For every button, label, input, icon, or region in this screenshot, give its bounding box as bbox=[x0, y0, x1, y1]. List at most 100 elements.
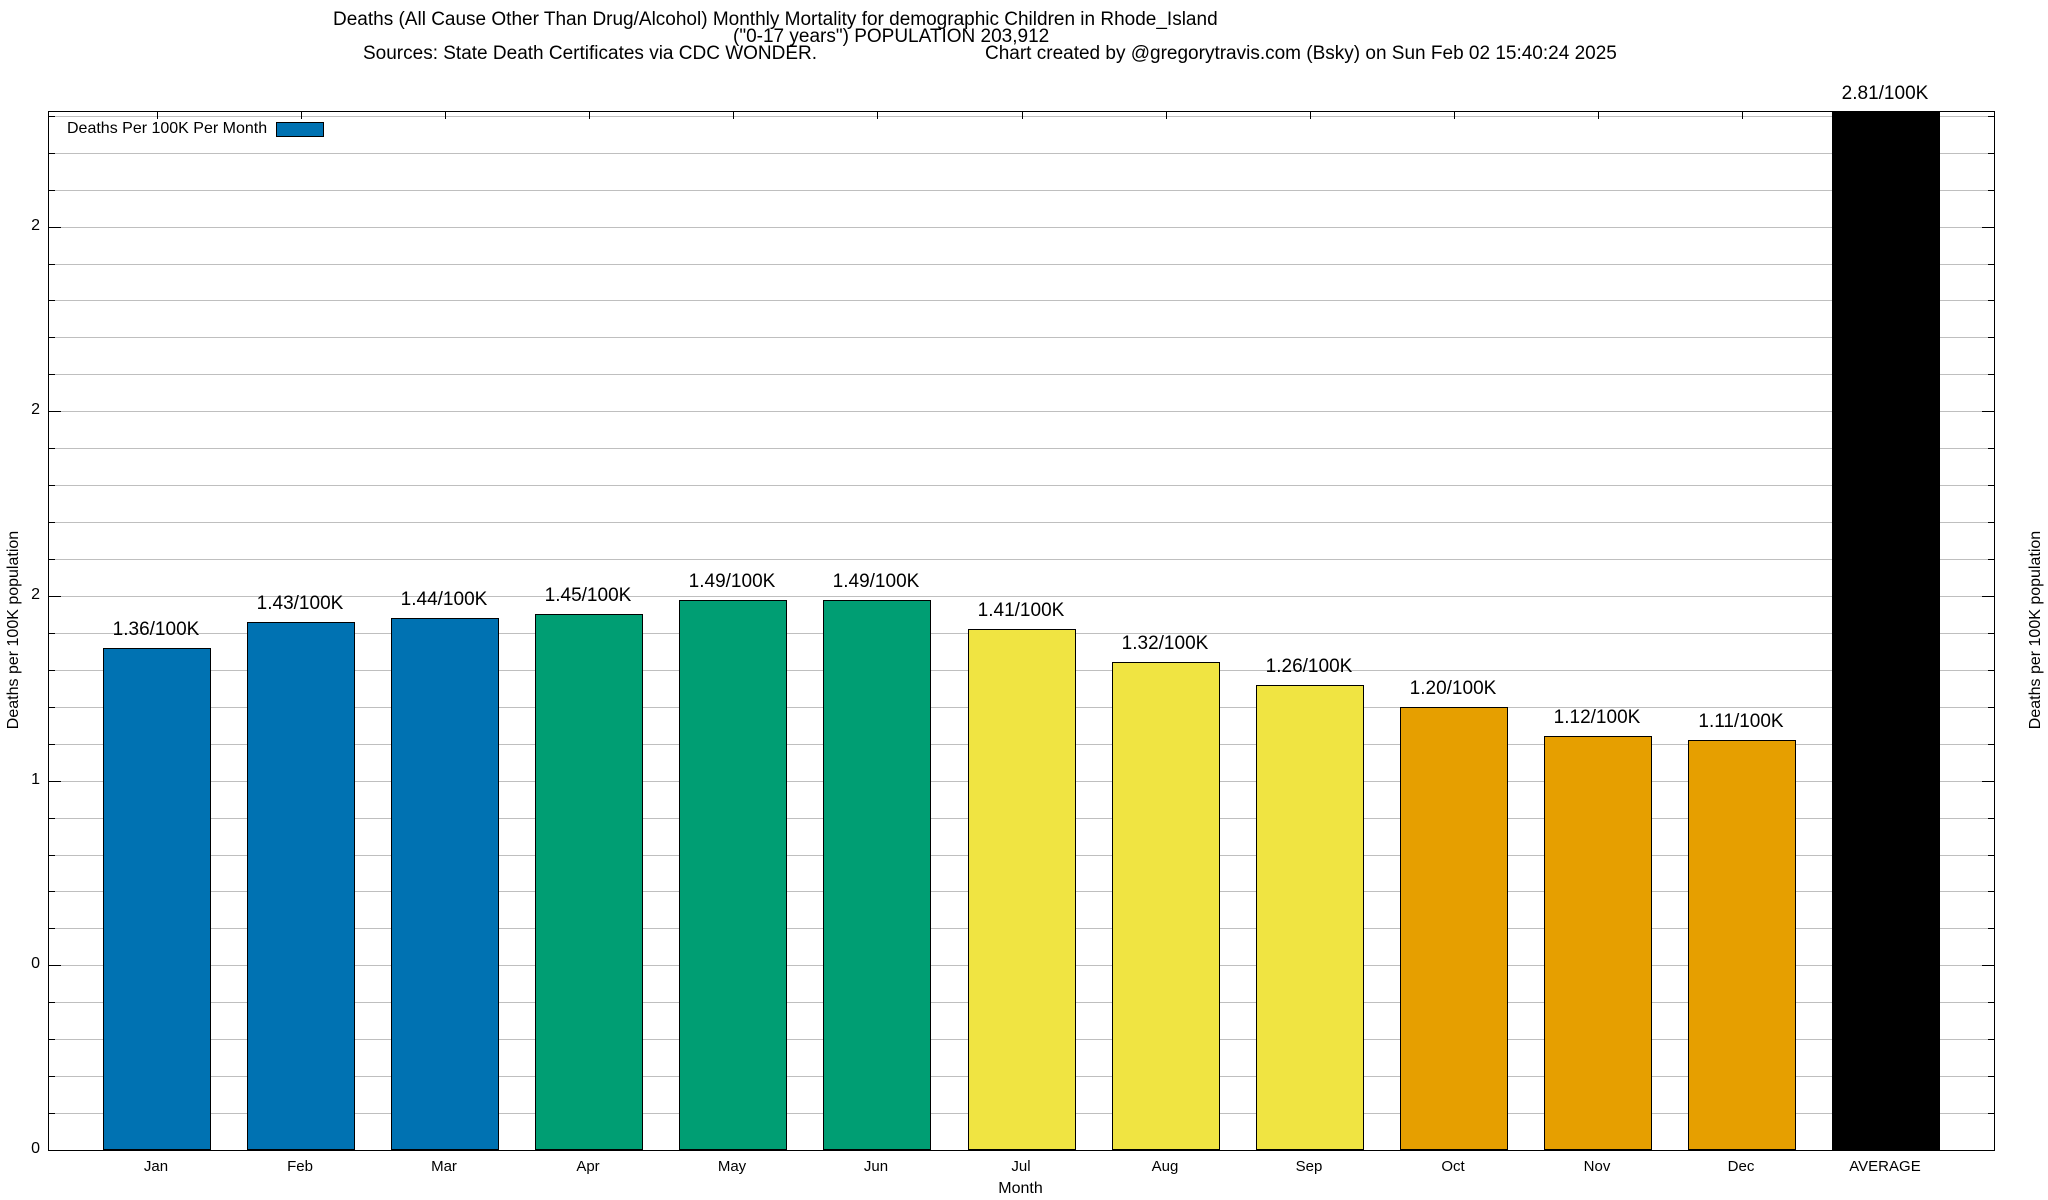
gridline bbox=[49, 337, 1994, 339]
x-category-label: Sep bbox=[1295, 1158, 1323, 1175]
y-tick-right bbox=[1988, 300, 1994, 302]
y-tick-label: 2 bbox=[31, 586, 40, 603]
y-axis-label-right: Deaths per 100K population bbox=[2027, 530, 2044, 730]
x-tick-top bbox=[877, 112, 879, 119]
y-tick-left bbox=[49, 300, 55, 302]
y-tick-right bbox=[1988, 632, 1994, 634]
y-tick-right bbox=[1988, 485, 1994, 487]
y-axis-label-left: Deaths per 100K population bbox=[5, 530, 22, 730]
y-tick-left bbox=[49, 854, 55, 856]
x-tick-top bbox=[733, 112, 735, 119]
bar-average bbox=[1831, 112, 1940, 1150]
y-tick-left bbox=[49, 485, 55, 487]
bar-value-label: 1.41/100K bbox=[977, 600, 1065, 621]
y-tick-left bbox=[49, 706, 55, 708]
gridline bbox=[49, 374, 1994, 376]
bar-value-label: 1.49/100K bbox=[832, 571, 920, 592]
bar-aug bbox=[1111, 662, 1220, 1150]
y-tick-right bbox=[1988, 559, 1994, 560]
bar-value-label: 2.81/100K bbox=[1841, 83, 1929, 104]
bar-value-label: 1.20/100K bbox=[1409, 678, 1497, 699]
y-tick-left bbox=[49, 226, 61, 228]
gridline bbox=[49, 226, 1994, 228]
x-category-label: Jun bbox=[863, 1158, 889, 1175]
bar-value-label: 1.44/100K bbox=[400, 589, 488, 610]
y-tick-left bbox=[49, 965, 61, 967]
legend-label: Deaths Per 100K Per Month bbox=[67, 120, 268, 137]
x-category-label: Oct bbox=[1441, 1158, 1465, 1175]
y-tick-left bbox=[49, 263, 55, 265]
x-tick-top bbox=[301, 112, 303, 119]
y-tick-right bbox=[1988, 854, 1994, 856]
legend: Deaths Per 100K Per Month bbox=[67, 120, 325, 138]
y-tick-right bbox=[1988, 1002, 1994, 1004]
y-tick-right bbox=[1982, 595, 1994, 597]
x-category-label: Jul bbox=[1011, 1158, 1031, 1175]
bar-jan bbox=[103, 647, 212, 1150]
y-tick-left bbox=[49, 632, 55, 634]
y-tick-left bbox=[49, 817, 55, 819]
y-tick-left bbox=[49, 1076, 55, 1078]
y-tick-right bbox=[1982, 780, 1994, 782]
y-tick-left bbox=[49, 522, 55, 523]
y-tick-right bbox=[1982, 411, 1994, 413]
x-category-label: Feb bbox=[287, 1158, 313, 1175]
y-tick-label: 2 bbox=[31, 217, 40, 234]
y-tick-right bbox=[1988, 1113, 1994, 1115]
y-tick-right bbox=[1988, 337, 1994, 339]
gridline bbox=[49, 152, 1994, 154]
y-tick-left bbox=[49, 1113, 55, 1115]
bar-value-label: 1.49/100K bbox=[688, 571, 776, 592]
gridline bbox=[49, 485, 1994, 487]
bar-value-label: 1.32/100K bbox=[1121, 633, 1209, 654]
x-tick-top bbox=[1021, 112, 1023, 119]
bar-mar bbox=[391, 618, 500, 1150]
x-axis-label: Month bbox=[998, 1180, 1043, 1197]
x-tick-top bbox=[445, 112, 447, 119]
bar-oct bbox=[1399, 706, 1508, 1150]
y-tick-left bbox=[49, 152, 55, 154]
gridline bbox=[49, 559, 1994, 560]
gridline bbox=[49, 411, 1994, 413]
y-tick-label: 2 bbox=[31, 401, 40, 418]
y-tick-left bbox=[49, 595, 61, 597]
y-tick-right bbox=[1988, 448, 1994, 450]
y-tick-left bbox=[49, 669, 55, 671]
gridline bbox=[49, 189, 1994, 191]
y-tick-right bbox=[1988, 706, 1994, 708]
chart-sources: Sources: State Death Certificates via CD… bbox=[363, 43, 818, 64]
gridline bbox=[49, 263, 1994, 265]
y-tick-left bbox=[49, 115, 55, 117]
x-category-label: Nov bbox=[1583, 1158, 1611, 1175]
y-tick-right bbox=[1988, 891, 1994, 893]
x-tick-top bbox=[589, 112, 591, 119]
y-tick-left bbox=[49, 1039, 55, 1041]
y-tick-left bbox=[49, 559, 55, 560]
y-tick-left bbox=[49, 189, 55, 191]
y-tick-right bbox=[1988, 817, 1994, 819]
bar-may bbox=[679, 599, 788, 1150]
bar-apr bbox=[535, 614, 644, 1150]
gridline bbox=[49, 522, 1994, 523]
y-tick-label: 0 bbox=[31, 1140, 40, 1157]
chart-title-line2: ("0-17 years") POPULATION 203,912 bbox=[733, 26, 1050, 47]
y-tick-right bbox=[1982, 965, 1994, 967]
legend-swatch bbox=[276, 121, 325, 137]
y-tick-left bbox=[49, 928, 55, 930]
bar-feb bbox=[247, 621, 356, 1150]
bar-sep bbox=[1255, 684, 1364, 1150]
bar-dec bbox=[1687, 740, 1796, 1150]
x-category-label: May bbox=[717, 1158, 747, 1175]
gridline bbox=[49, 300, 1994, 302]
y-tick-label: 0 bbox=[31, 955, 40, 972]
y-tick-right bbox=[1988, 263, 1994, 265]
gridline bbox=[49, 595, 1994, 597]
y-tick-right bbox=[1988, 189, 1994, 191]
y-tick-right bbox=[1988, 374, 1994, 376]
bar-value-label: 1.12/100K bbox=[1553, 707, 1641, 728]
bar-value-label: 1.43/100K bbox=[256, 593, 344, 614]
bar-value-label: 1.36/100K bbox=[112, 619, 200, 640]
x-category-label: Dec bbox=[1727, 1158, 1755, 1175]
x-category-label: Apr bbox=[576, 1158, 600, 1175]
